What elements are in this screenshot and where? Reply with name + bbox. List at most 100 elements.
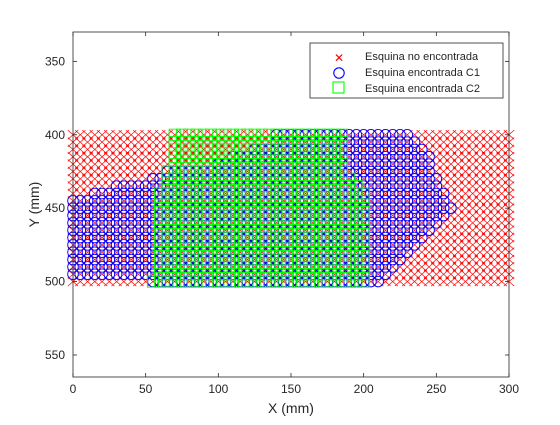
point-encontrada-c2: [292, 224, 305, 237]
point-encontrada-c2: [343, 253, 356, 266]
point-encontrada-c1: [394, 158, 406, 170]
point-encontrada-c1: [74, 195, 87, 207]
point-encontrada-c1: [394, 209, 406, 222]
point-encontrada-c2: [270, 202, 283, 215]
point-encontrada-c2: [154, 216, 167, 229]
point-encontrada-c1: [416, 173, 428, 185]
point-encontrada-c1: [379, 268, 392, 280]
point-encontrada-c1: [103, 202, 116, 214]
point-encontrada-c2: [321, 194, 334, 207]
point-encontrada-c2: [263, 268, 276, 281]
point-encontrada-c2: [321, 128, 334, 141]
point-encontrada-c2: [190, 202, 203, 215]
point-encontrada-c2: [357, 260, 370, 273]
point-encontrada-c1: [372, 239, 384, 251]
point-encontrada-c1: [394, 143, 406, 156]
point-encontrada-c1: [139, 209, 152, 222]
point-encontrada-c2: [226, 275, 239, 288]
point-encontrada-c2: [350, 238, 363, 251]
point-encontrada-c2: [255, 158, 268, 171]
point-encontrada-c1: [401, 136, 414, 148]
point-encontrada-c1: [379, 224, 392, 236]
point-encontrada-c1: [437, 195, 450, 207]
point-encontrada-c2: [335, 172, 348, 185]
point-encontrada-c1: [343, 129, 355, 141]
point-encontrada-c2: [277, 187, 290, 200]
point-encontrada-c1: [139, 180, 152, 192]
point-encontrada-c2: [219, 143, 232, 156]
point-encontrada-c1: [379, 202, 392, 214]
point-encontrada-c2: [168, 143, 181, 156]
point-encontrada-c2: [154, 260, 167, 273]
point-encontrada-c1: [139, 239, 152, 251]
point-encontrada-c2: [314, 238, 327, 251]
point-encontrada-c1: [394, 217, 406, 229]
point-encontrada-c2: [241, 253, 254, 266]
point-encontrada-c1: [132, 239, 145, 251]
point-encontrada-c2: [255, 209, 268, 222]
point-encontrada-c2: [197, 180, 210, 193]
point-encontrada-c1: [365, 180, 377, 192]
point-encontrada-c2: [248, 231, 261, 244]
point-encontrada-c1: [372, 129, 384, 141]
point-encontrada-c2: [183, 231, 196, 244]
point-encontrada-c1: [401, 209, 414, 222]
point-encontrada-c2: [357, 224, 370, 237]
point-encontrada-c2: [212, 136, 225, 149]
point-encontrada-c2: [350, 209, 363, 222]
point-encontrada-c2: [168, 187, 181, 200]
point-encontrada-c2: [190, 246, 203, 259]
point-encontrada-c2: [154, 209, 167, 222]
point-encontrada-c2: [190, 275, 203, 288]
point-encontrada-c2: [190, 150, 203, 163]
point-encontrada-c2: [241, 158, 254, 171]
y-tick-label: 400: [45, 128, 65, 142]
point-encontrada-c2: [248, 143, 261, 156]
point-encontrada-c1: [103, 187, 116, 200]
point-encontrada-c1: [125, 253, 137, 266]
point-encontrada-c2: [241, 238, 254, 251]
point-encontrada-c2: [335, 268, 348, 281]
point-encontrada-c1: [394, 253, 406, 266]
point-encontrada-c2: [234, 180, 247, 193]
point-encontrada-c2: [299, 143, 312, 156]
point-encontrada-c2: [190, 216, 203, 229]
point-encontrada-c2: [154, 194, 167, 207]
point-encontrada-c2: [234, 172, 247, 185]
point-encontrada-c1: [365, 239, 377, 251]
point-encontrada-c1: [416, 202, 428, 214]
point-encontrada-c2: [343, 224, 356, 237]
point-encontrada-c1: [379, 217, 392, 229]
point-encontrada-c1: [89, 224, 101, 236]
point-encontrada-c2: [343, 246, 356, 259]
point-encontrada-c2: [183, 150, 196, 163]
point-encontrada-c2: [328, 260, 341, 273]
point-encontrada-c2: [292, 165, 305, 178]
point-encontrada-c1: [416, 165, 428, 178]
point-encontrada-c2: [270, 172, 283, 185]
point-encontrada-c2: [263, 216, 276, 229]
point-encontrada-c1: [423, 195, 435, 207]
point-encontrada-c2: [263, 187, 276, 200]
point-encontrada-c1: [350, 129, 363, 141]
point-encontrada-c1: [103, 246, 116, 258]
point-encontrada-c2: [175, 231, 189, 244]
point-encontrada-c1: [365, 187, 377, 200]
point-encontrada-c2: [234, 165, 247, 178]
point-encontrada-c2: [328, 136, 341, 149]
point-encontrada-c2: [263, 231, 276, 244]
point-encontrada-c2: [168, 172, 181, 185]
point-encontrada-c1: [401, 173, 414, 185]
point-encontrada-c1: [110, 246, 123, 258]
point-encontrada-c2: [175, 136, 189, 149]
point-encontrada-c2: [255, 253, 268, 266]
point-encontrada-c1: [89, 217, 101, 229]
point-encontrada-c1: [81, 202, 94, 214]
point-encontrada-c1: [394, 224, 406, 236]
point-encontrada-c2: [255, 143, 268, 156]
point-encontrada-c2: [343, 202, 356, 215]
point-encontrada-c2: [226, 260, 239, 273]
point-encontrada-c1: [96, 253, 108, 266]
point-encontrada-c1: [386, 246, 399, 258]
point-encontrada-c1: [118, 217, 130, 229]
